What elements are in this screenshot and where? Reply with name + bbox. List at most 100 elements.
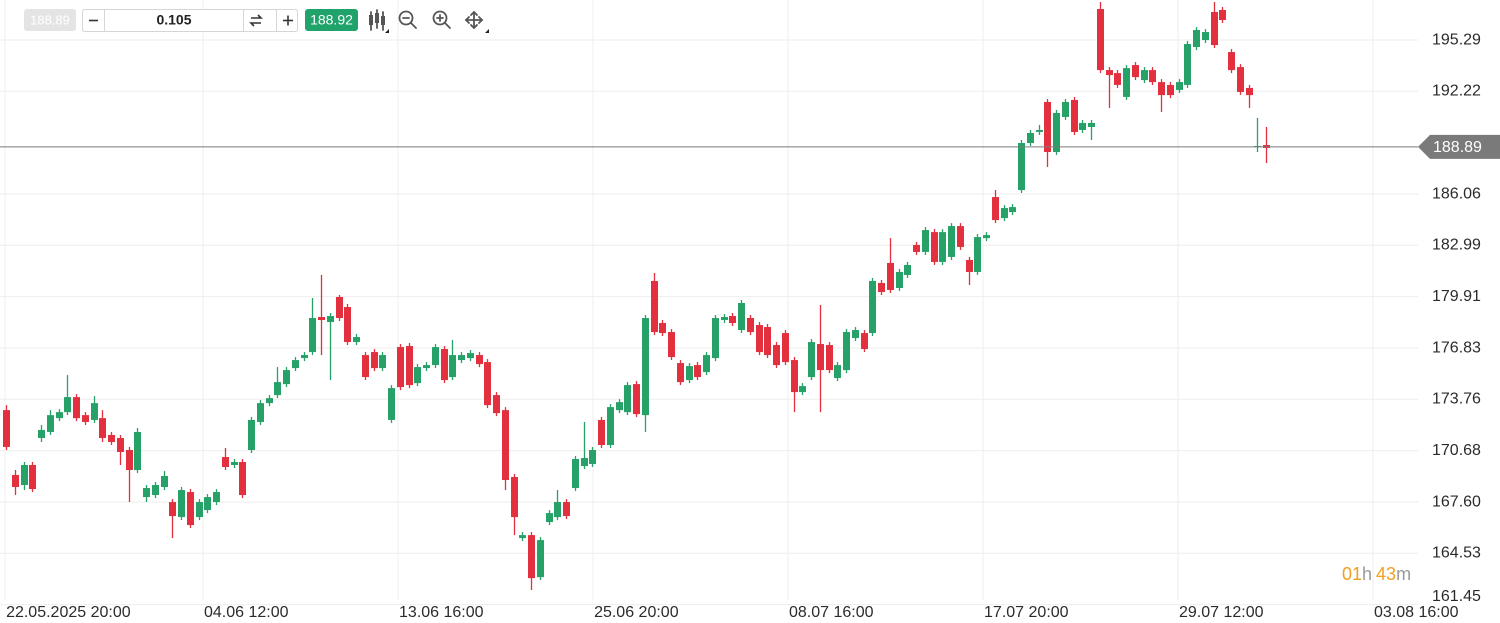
candle-body [546,513,553,523]
candles [3,2,1270,590]
candle-body [21,465,28,486]
candle-body [117,437,124,452]
countdown-hours: 01 [1342,564,1362,584]
candle-body [12,475,19,488]
candle-body [642,318,649,416]
candle-body [169,502,176,517]
sell-price: 188.89 [30,12,70,27]
x-tick-label: 08.07 16:00 [789,604,874,621]
candle-body [756,325,763,353]
candle-body [1141,70,1148,81]
candle-body [896,271,903,288]
candle-body [957,226,964,247]
candle-body [64,397,71,413]
icon-stroke [369,15,373,25]
amount-value[interactable]: 0.105 [156,12,191,28]
icon-stroke [410,22,417,29]
candle-body [493,395,500,414]
candle-body [99,418,106,438]
candle-body [47,415,54,432]
candle-body [966,259,973,272]
candle-body [196,502,203,518]
buy-price: 188.92 [310,12,353,28]
zoom-out-button[interactable] [398,10,417,29]
candle-body [931,232,938,262]
candle-body [581,458,588,467]
pan-button[interactable] [464,10,489,33]
candle-body [1106,70,1113,76]
candle-body [423,365,430,369]
candle-body [1211,12,1218,46]
y-tick-label: 176.83 [1432,339,1481,356]
buy-button[interactable] [305,9,358,31]
icon-stroke [432,10,448,26]
candle-body [292,360,299,369]
candle-body [764,327,771,356]
chart-type-button[interactable] [369,9,389,33]
candle-body [266,398,273,404]
candle-body [782,333,789,363]
y-tick-label: 164.53 [1432,544,1481,561]
toolbar: 188.89 0.105 188.92 [24,9,489,33]
candle-body [729,316,736,324]
countdown: 01h 43m [1342,564,1411,584]
candle-body [449,355,456,378]
candle-body [301,355,308,359]
candle-body [878,282,885,292]
candle-body [1071,99,1078,132]
candle-body [1123,68,1130,97]
candle-body [502,410,509,481]
candle-body [213,492,220,503]
candle-body [843,332,850,371]
increase-button[interactable] [283,15,293,26]
icon-stroke [464,10,484,30]
candle-body [624,385,631,413]
candle-body [1184,44,1191,85]
candle-body [904,264,911,275]
candle-body [826,345,833,371]
candle-body [476,355,483,365]
candle-body [484,362,491,406]
candle-body [861,333,868,350]
sell-button[interactable] [24,9,76,31]
candle-body [1158,82,1165,96]
y-tick-label: 195.29 [1432,31,1481,48]
candle-body [406,346,413,386]
candle-body [983,235,990,239]
candle-body [1079,122,1086,130]
zoom-in-button[interactable] [432,10,451,29]
candle-body [1228,52,1235,71]
icon-stroke [398,10,414,26]
icon-stroke [485,29,489,33]
candle-body [1009,207,1016,213]
x-tick-label: 25.06 20:00 [594,604,679,621]
candle-body [607,407,614,445]
candle-body [817,344,824,371]
candle-body [414,367,421,384]
swap-icon [249,14,263,27]
candle-body [703,355,710,373]
candle-body [1246,87,1253,96]
candle-body [572,459,579,489]
candle-body [677,363,684,383]
candle-body [738,302,745,331]
candle-body [992,197,999,221]
last-price-tag [1418,134,1500,159]
candle-body [598,419,605,445]
candle-body [1001,208,1008,219]
icon-stroke [444,22,451,29]
candle-body [362,355,369,378]
candle-body [686,366,693,381]
candle-body [283,370,290,385]
candle-body [1149,70,1156,83]
x-tick-label: 29.07 12:00 [1179,604,1264,621]
candle-body [82,415,89,422]
candle-body [204,497,211,511]
candle-body [869,280,876,334]
swap-button[interactable] [249,14,263,27]
candle-body [222,456,229,468]
countdown-minutes: 43 [1376,564,1396,584]
candle-body [1193,30,1200,48]
candle-body [511,477,518,518]
